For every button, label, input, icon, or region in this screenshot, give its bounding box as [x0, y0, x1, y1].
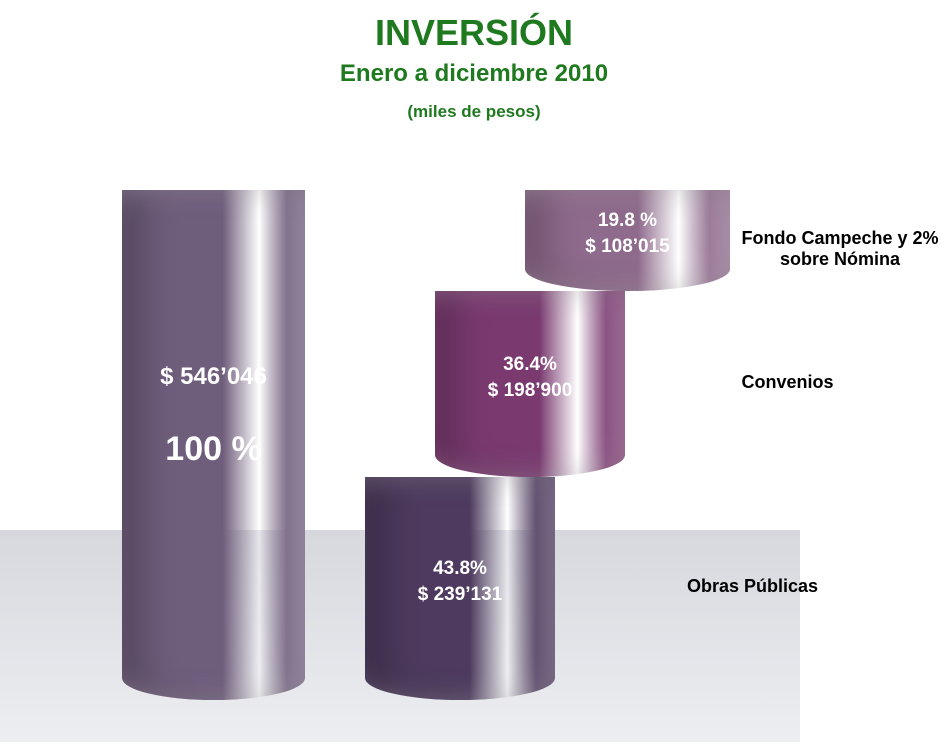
segment-percent-label: 36.4% [503, 353, 557, 375]
unit-label: (miles de pesos) [407, 102, 541, 121]
category-label: Obras Públicas [686, 576, 819, 597]
segment-cylinder [525, 190, 730, 291]
segment-percent-label: 43.8% [433, 558, 487, 580]
segment-value-label: $ 108’015 [585, 236, 670, 258]
category-label: Convenios [741, 371, 834, 392]
segment-value-label: $ 239’131 [417, 584, 503, 606]
total-cylinder [122, 190, 305, 700]
segment-cylinder [435, 290, 625, 477]
segment-value-label: $ 198’900 [487, 379, 573, 401]
segment-cylinder [365, 476, 555, 700]
chart-title: INVERSIÓN [374, 12, 574, 53]
total-value-label: $ 546’046 [160, 363, 267, 391]
category-label: Fondo Campeche y 2% sobre Nómina [741, 228, 939, 270]
chart-subtitle: Enero a diciembre 2010 [339, 60, 609, 87]
segment-percent-label: 19.8 % [597, 210, 658, 232]
total-percent-label: 100 % [165, 429, 262, 468]
